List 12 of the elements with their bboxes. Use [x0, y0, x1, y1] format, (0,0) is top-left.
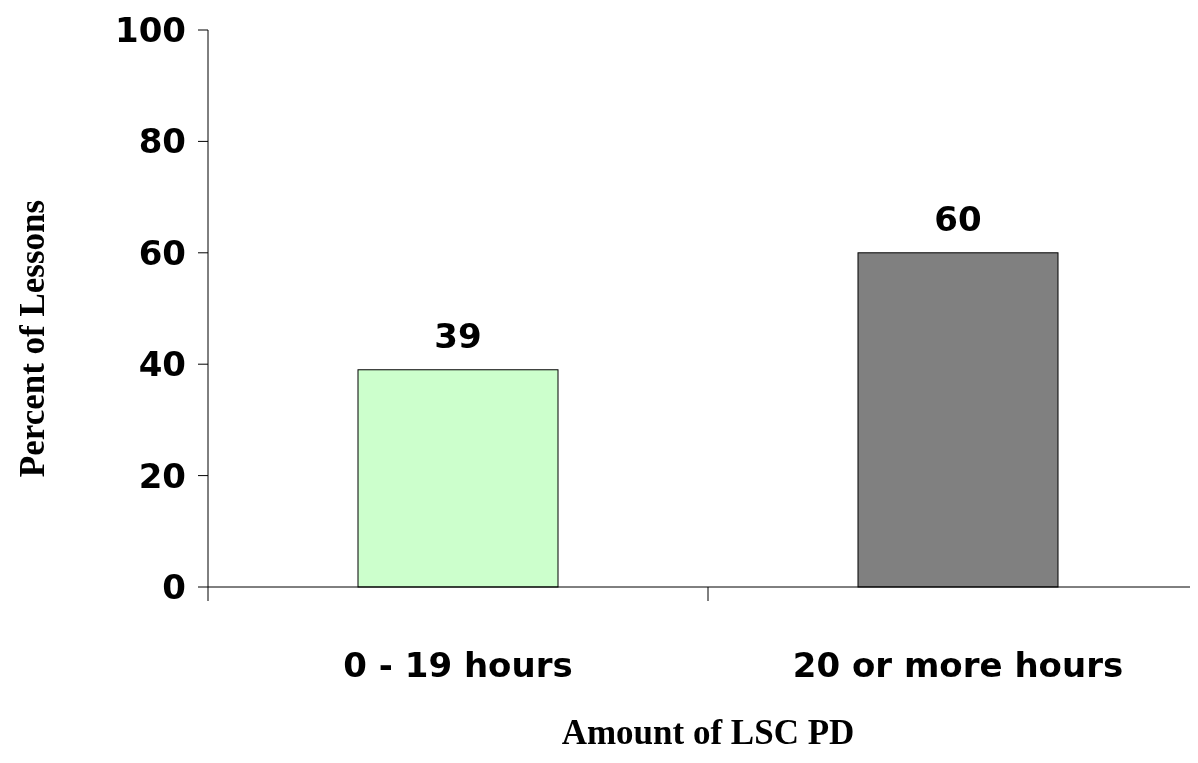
data-label: 60 — [934, 198, 982, 239]
y-tick-label: 60 — [138, 232, 186, 273]
y-tick-label: 100 — [115, 9, 186, 50]
x-tick-label: 0 - 19 hours — [343, 645, 573, 685]
y-tick-label: 0 — [162, 566, 186, 607]
y-tick-label: 20 — [138, 455, 186, 496]
x-axis-title: Amount of LSC PD — [561, 713, 855, 752]
y-tick-label: 80 — [138, 121, 186, 162]
y-axis-title: Percent of Lessons — [13, 199, 52, 478]
x-tick-label: 20 or more hours — [792, 645, 1124, 685]
y-tick-label: 40 — [138, 344, 186, 385]
data-label: 39 — [434, 315, 482, 356]
